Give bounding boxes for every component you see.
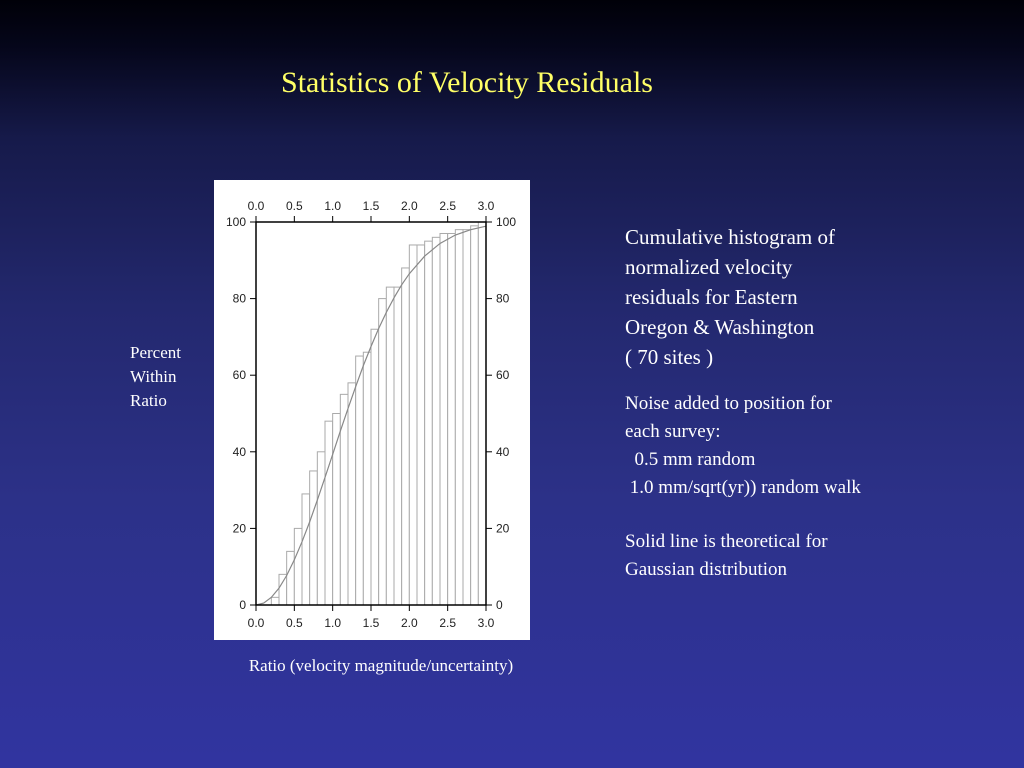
histogram-bar (447, 232, 456, 606)
x-tick-label-bottom: 0.5 (286, 616, 303, 630)
x-tick-label-top: 0.0 (248, 199, 265, 213)
histogram-bar (408, 244, 418, 606)
caption-line: ( 70 sites ) (625, 345, 714, 369)
x-axis-title: Ratio (velocity magnitude/uncertainty) (248, 656, 514, 675)
gaussian-curve (255, 225, 487, 606)
caption-line: residuals for Eastern (625, 285, 798, 309)
histogram-bar (385, 286, 395, 606)
histogram-bar (477, 221, 487, 606)
noise-line: Noise added to position for (625, 393, 832, 414)
histogram-bar (347, 382, 357, 606)
slide-title: Statistics of Velocity Residuals (281, 66, 653, 99)
cumulative-histogram-chart: 0.0 0.0 0.5 0.5 1.0 1.0 1.5 1.5 2.0 2.0 2.5 2.5 3.0 3… (226, 199, 516, 630)
histogram-bar (439, 232, 449, 606)
histogram-bar (286, 550, 295, 606)
y-tick-label-left: 60 (233, 368, 247, 382)
description-panel: Cumulative histogram of normalized veloc… (625, 222, 1005, 584)
histogram-bar (316, 451, 326, 606)
x-tick-label-bottom: 3.0 (478, 616, 495, 630)
noise-line: 0.5 mm random (625, 449, 756, 470)
y-axis-title: Percent Within Ratio (130, 341, 210, 413)
histogram-bar (393, 286, 403, 606)
histogram-bar (324, 420, 334, 606)
y-axis-title-line: Within (130, 367, 177, 386)
solid-note-line: Solid line is theoretical for (625, 531, 828, 552)
y-tick-label-left: 80 (233, 292, 247, 306)
y-tick-label-right: 40 (496, 445, 510, 459)
y-tick-label-left: 100 (226, 215, 246, 229)
y-tick-label-right: 60 (496, 368, 510, 382)
y-axis-title-line: Ratio (130, 391, 167, 410)
histogram-bar (378, 298, 387, 606)
chart-panel: 0.0 0.0 0.5 0.5 1.0 1.0 1.5 1.5 2.0 2.0 2.5 2.5 3.0 3… (214, 180, 530, 640)
histogram-bar (301, 493, 311, 606)
x-tick-label-bottom: 1.0 (324, 616, 341, 630)
histogram-bar (431, 236, 441, 606)
x-tick-label-top: 2.5 (439, 199, 456, 213)
x-tick-label-bottom: 1.5 (363, 616, 380, 630)
y-tick-label-right: 20 (496, 521, 510, 535)
chart-caption: Cumulative histogram of normalized veloc… (625, 222, 1005, 372)
caption-line: Cumulative histogram of (625, 225, 835, 249)
y-tick-label-right: 100 (496, 215, 516, 229)
histogram-bar (424, 240, 433, 606)
histogram-bar (416, 244, 426, 606)
histogram-bar (462, 229, 472, 606)
histogram-bar (309, 470, 318, 606)
histogram-bar (278, 573, 288, 606)
histogram-bar (270, 596, 280, 606)
x-tick-label-top: 2.0 (401, 199, 418, 213)
x-tick-label-top: 0.5 (286, 199, 303, 213)
histogram-bar (470, 225, 479, 606)
x-tick-label-top: 1.5 (363, 199, 380, 213)
y-tick-label-right: 0 (496, 598, 503, 612)
caption-line: normalized velocity (625, 255, 793, 279)
solid-note-line: Gaussian distribution (625, 559, 788, 580)
caption-line: Oregon & Washington (625, 315, 815, 339)
x-tick-label-bottom: 2.0 (401, 616, 418, 630)
histogram-bar (355, 355, 364, 606)
y-axis-title-line: Percent (130, 343, 181, 362)
noise-line: each survey: (625, 421, 721, 442)
y-tick-label-left: 40 (233, 445, 247, 459)
solid-line-note: Solid line is theoretical for Gaussian d… (625, 528, 1005, 584)
y-tick-label-left: 0 (239, 598, 246, 612)
x-tick-label-top: 1.0 (324, 199, 341, 213)
noise-note: Noise added to position for each survey:… (625, 390, 1005, 502)
y-tick-label-right: 80 (496, 292, 510, 306)
x-tick-label-bottom: 0.0 (248, 616, 265, 630)
x-tick-label-top: 3.0 (478, 199, 495, 213)
histogram-bar (454, 229, 464, 606)
histogram-bar (401, 267, 410, 606)
histogram-bar (370, 328, 380, 606)
histogram-bar (362, 351, 372, 606)
x-tick-label-bottom: 2.5 (439, 616, 456, 630)
histogram-bar (293, 527, 303, 606)
noise-line: 1.0 mm/sqrt(yr)) random walk (625, 477, 861, 498)
y-tick-label-left: 20 (233, 521, 247, 535)
